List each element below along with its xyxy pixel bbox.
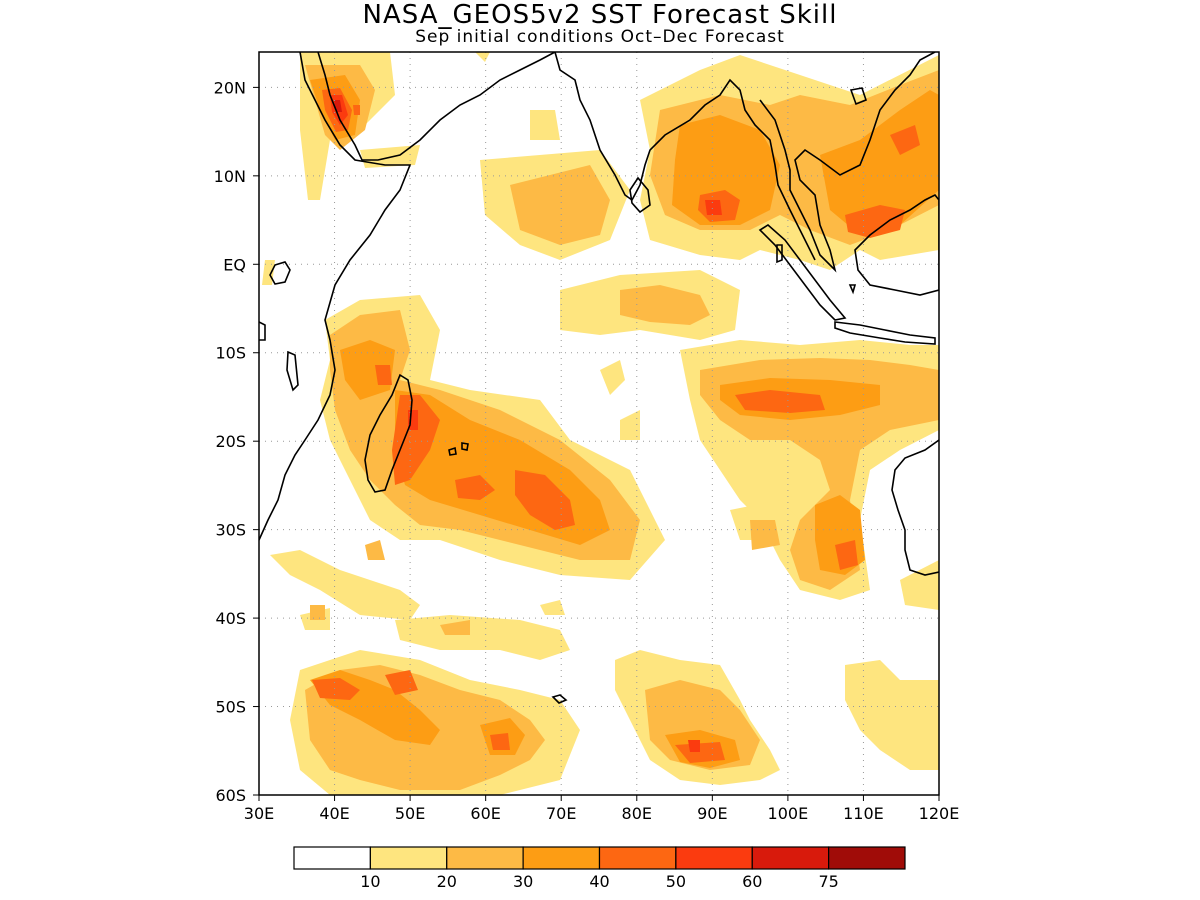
lat-tick-label: 20N (214, 78, 246, 97)
colorbar-label: 30 (513, 872, 533, 891)
colorbar-swatch (446, 846, 524, 870)
colorbar-swatch (293, 846, 371, 870)
colorbar-swatch (598, 846, 677, 870)
map-subtitle: Sep initial conditions Oct–Dec Forecast (415, 27, 785, 47)
colorbar-label: 10 (360, 872, 380, 891)
colorbar-swatch (522, 846, 601, 870)
lat-tick-label: 20S (215, 432, 246, 451)
lon-tick-label: 70E (546, 804, 576, 823)
lat-tick-label: 50S (215, 698, 246, 717)
lat-tick-label: 30S (215, 521, 246, 540)
colorbar-label: 50 (666, 872, 686, 891)
colorbar-label: 60 (742, 872, 762, 891)
lon-tick-label: 120E (919, 804, 960, 823)
coastlines (259, 52, 939, 704)
lon-tick-label: 30E (244, 804, 274, 823)
lat-tick-label: 10N (214, 167, 246, 186)
lon-tick-label: 110E (843, 804, 884, 823)
lon-tick-label: 60E (470, 804, 500, 823)
colorbar-swatch (828, 846, 906, 870)
map-title: NASA_GEOS5v2 SST Forecast Skill (362, 0, 838, 30)
skill-shading (262, 52, 939, 795)
colorbar-swatch (369, 846, 448, 870)
lon-tick-label: 90E (697, 804, 727, 823)
colorbar-swatch (751, 846, 830, 870)
lon-tick-label: 50E (395, 804, 425, 823)
map-axes: 30E 40E 50E 60E 70E 80E 90E 100E 110E 120E 20N 10N E… (214, 78, 960, 823)
colorbar-swatch (675, 846, 753, 870)
lat-tick-label: 40S (215, 609, 246, 628)
lat-tick-label: 10S (215, 344, 246, 363)
colorbar-label: 20 (437, 872, 457, 891)
lon-tick-label: 80E (622, 804, 652, 823)
lat-tick-label: EQ (223, 255, 246, 274)
colorbar-label: 40 (589, 872, 609, 891)
map-frame (258, 51, 940, 796)
colorbar: 10 20 30 40 50 60 75 (293, 846, 906, 891)
lon-tick-label: 40E (319, 804, 349, 823)
colorbar-label: 75 (818, 872, 838, 891)
lon-tick-label: 100E (768, 804, 809, 823)
lat-tick-label: 60S (215, 786, 246, 805)
